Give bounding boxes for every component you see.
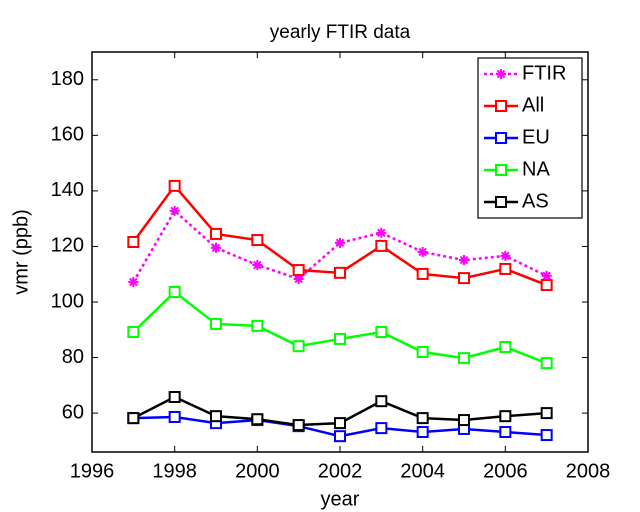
marker [251,319,264,332]
marker [540,279,553,292]
x-tick-label: 1998 [152,460,197,482]
marker [458,414,470,427]
marker [499,262,512,275]
y-tick-label: 180 [51,68,84,90]
marker [541,270,552,281]
marker [168,391,181,403]
x-tick-label: 1996 [70,460,115,482]
marker [334,332,346,345]
marker [334,417,346,430]
y-tick-label: 160 [51,124,84,146]
marker [500,250,511,261]
x-tick-label: 2008 [566,460,611,482]
marker [211,242,221,253]
x-tick-label: 2006 [483,460,528,482]
marker [169,205,180,216]
marker [375,422,388,435]
marker [168,411,181,423]
marker [251,413,264,426]
y-axis-label: vmr (ppb) [10,209,32,295]
marker [168,286,181,298]
marker [458,352,470,365]
y-tick-label: 100 [51,290,84,312]
marker [210,317,222,330]
marker [459,255,469,266]
y-tick-label: 60 [62,401,84,423]
legend-label: FTIR [522,62,566,84]
marker [334,430,346,443]
marker [499,426,512,438]
marker [293,273,304,284]
marker [416,412,429,425]
marker [458,272,470,285]
marker [499,410,512,423]
legend-marker [496,69,506,79]
marker [376,227,387,238]
marker [499,341,512,353]
y-tick-label: 140 [51,179,84,201]
marker [335,237,345,248]
marker [540,429,553,442]
y-tick-label: 80 [62,346,84,368]
legend-label: AS [522,190,549,212]
x-axis-label: year [321,488,360,510]
marker [375,326,388,338]
legend: FTIR All EU NA AS [477,57,583,219]
marker [416,267,429,280]
marker [292,419,305,432]
legend-marker [495,164,507,176]
marker [540,357,553,370]
marker [375,239,388,252]
legend-marker [495,196,507,208]
marker [417,247,428,257]
marker [128,277,139,287]
legend-label: NA [522,158,550,180]
x-tick-label: 2002 [318,460,363,482]
marker [416,426,429,438]
marker [127,412,140,425]
marker [334,266,346,279]
chart-title: yearly FTIR data [270,22,411,43]
y-tick-label: 120 [51,235,84,257]
marker [292,340,305,353]
marker [127,326,140,338]
marker [168,179,181,192]
marker [416,346,429,358]
marker [375,395,388,408]
marker [252,260,263,271]
marker [251,234,264,247]
marker [210,410,222,423]
x-tick-label: 2000 [235,460,280,482]
legend-label: EU [522,126,550,148]
marker [127,236,140,248]
legend-label: All [522,94,544,116]
legend-marker [495,100,507,112]
marker [540,407,553,420]
legend-marker [495,132,507,144]
marker [292,264,305,277]
x-tick-label: 2004 [400,460,445,482]
marker [210,227,222,240]
